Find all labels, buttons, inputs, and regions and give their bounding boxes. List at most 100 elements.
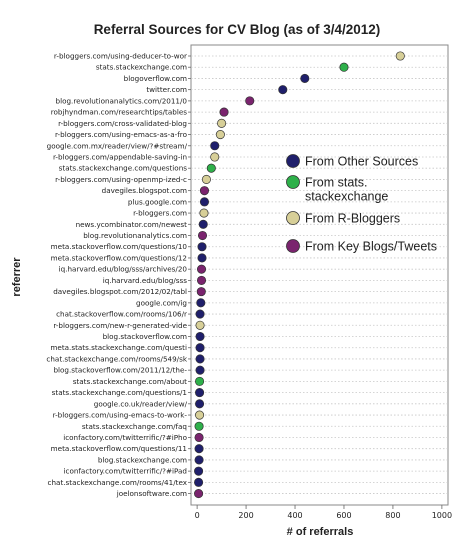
category-label: davegiles.blogspot.com (102, 186, 187, 195)
data-point (395, 51, 405, 61)
category-label: meta.stackoverflow.com/questions/12 (51, 253, 187, 262)
data-point (194, 489, 204, 499)
category-label: stats.stackexchange.com/questions/1 (52, 388, 187, 397)
category-label: google.com/ig (136, 298, 187, 307)
category-label: meta.stats.stackexchange.com/questi (50, 343, 187, 352)
category-label: iconfactory.com/twitterrific/?#iPad (64, 467, 188, 476)
category-label: r-bloggers.com/cross-validated-blog (58, 119, 187, 128)
x-axis-title: # of referrals (287, 526, 354, 538)
legend-label: From stats. (305, 176, 368, 190)
data-point (206, 163, 216, 173)
category-label: r-bloggers.com/using-emacs-to-work- (53, 411, 188, 420)
legend-swatch (286, 211, 300, 225)
category-label: r-bloggers.com/new-r-generated-vide (53, 321, 187, 330)
category-label: joelonsoftware.com (116, 489, 187, 498)
category-label: meta.stackoverflow.com/questions/11 (51, 444, 187, 453)
category-label: davegiles.blogspot.com/2012/02/tabl (53, 287, 187, 296)
data-point (196, 298, 206, 308)
category-label: google.co.uk/reader/view/ (94, 399, 188, 408)
data-point (195, 309, 205, 319)
category-label: r-bloggers.com/using-openmp-ized-c (55, 175, 187, 184)
legend: From Other Sources From stats.stackexchan… (286, 154, 437, 254)
x-axis-ticks: 0 200 400 600 800 1000 (195, 505, 452, 520)
category-labels: r-bloggers.com/using-deducer-to-wor stats… (46, 52, 187, 499)
category-label: plus.google.com (128, 197, 187, 206)
data-point (194, 421, 204, 431)
category-label: blog.stackoverflow.com (103, 332, 187, 341)
legend-swatch (286, 154, 300, 168)
data-point (219, 107, 229, 117)
x-tick-label: 200 (238, 511, 253, 520)
data-point (196, 275, 207, 285)
category-label: chat.stackoverflow.com/rooms/106/r (56, 310, 187, 319)
data-point (210, 141, 220, 151)
category-label: stats.stackexchange.com/faq (82, 422, 187, 431)
category-label: r-bloggers.com (133, 209, 187, 218)
category-label: stats.stackexchange.com/about (73, 377, 187, 386)
data-point (199, 197, 210, 207)
data-point (197, 242, 207, 252)
category-label: blog.stackoverflow.com/2011/12/the- (53, 366, 187, 375)
data-point (195, 320, 205, 330)
category-label: robjhyndman.com/researchtips/tables (51, 108, 188, 117)
category-label: google.com.mx/reader/view/?#stream/ (47, 141, 188, 150)
grid-lines (188, 55, 448, 494)
data-point (194, 432, 204, 443)
category-label: blog.revolutionanalytics.com (83, 231, 187, 240)
data-point (210, 152, 220, 162)
data-point (195, 388, 205, 398)
data-point (197, 253, 207, 263)
category-label: chat.stackexchange.com/rooms/41/tex (48, 478, 188, 487)
data-point (195, 399, 205, 409)
category-label: r-bloggers.com/using-deducer-to-wor (54, 52, 187, 61)
x-tick-label: 600 (336, 511, 351, 520)
category-label: iconfactory.com/twitterrific/?#iPho (63, 433, 187, 442)
category-label: iq.harvard.edu/blog/sss (103, 276, 187, 285)
category-label: iq.harvard.edu/blog/sss/archives/20 (59, 265, 188, 274)
data-point (195, 365, 205, 375)
data-point (245, 96, 255, 106)
legend-label: From Key Blogs/Tweets (305, 240, 437, 254)
x-tick-label: 400 (287, 511, 302, 520)
data-point (195, 331, 205, 342)
data-point (339, 62, 349, 72)
data-point (197, 230, 208, 241)
category-label: blog.revolutionanalytics.com/2011/0 (56, 96, 188, 105)
category-label: news.ycombinator.com/newest (76, 220, 188, 229)
data-point (195, 343, 205, 353)
data-point (278, 85, 288, 95)
data-point (194, 455, 204, 465)
data-point (195, 410, 205, 420)
data-point (194, 444, 204, 454)
data-point (217, 118, 227, 128)
data-point (194, 477, 204, 487)
category-label: meta.stackoverflow.com/questions/10 (51, 242, 188, 251)
plot-frame (190, 44, 449, 506)
data-point (196, 287, 206, 297)
category-label: blogoverflow.com (124, 74, 187, 83)
data-point (215, 129, 225, 140)
data-point (201, 174, 211, 184)
x-tick-label: 800 (385, 511, 400, 520)
category-label: r-bloggers.com/using-emacs-as-a-fro (55, 130, 187, 139)
legend-label: From R-Bloggers (305, 212, 400, 226)
data-point (300, 73, 310, 83)
data-point (196, 264, 207, 274)
category-label: chat.stackexchange.com/rooms/549/sk (46, 354, 187, 363)
legend-swatch (286, 175, 300, 189)
data-point (195, 376, 205, 386)
category-label: r-bloggers.com/appendable-saving-in (53, 152, 187, 161)
category-label: stats.stackexchange.com (96, 63, 187, 72)
x-tick-label: 1000 (432, 511, 452, 520)
x-tick-label: 0 (195, 511, 200, 520)
legend-label: From Other Sources (305, 155, 418, 169)
data-point (195, 354, 205, 364)
y-axis-title: referrer (11, 257, 23, 297)
category-label: twitter.com (146, 85, 187, 94)
data-point (199, 186, 210, 196)
data-points (194, 51, 405, 499)
legend-swatch (286, 239, 300, 253)
category-label: blog.stackexchange.com (98, 455, 187, 464)
data-point (198, 219, 208, 229)
